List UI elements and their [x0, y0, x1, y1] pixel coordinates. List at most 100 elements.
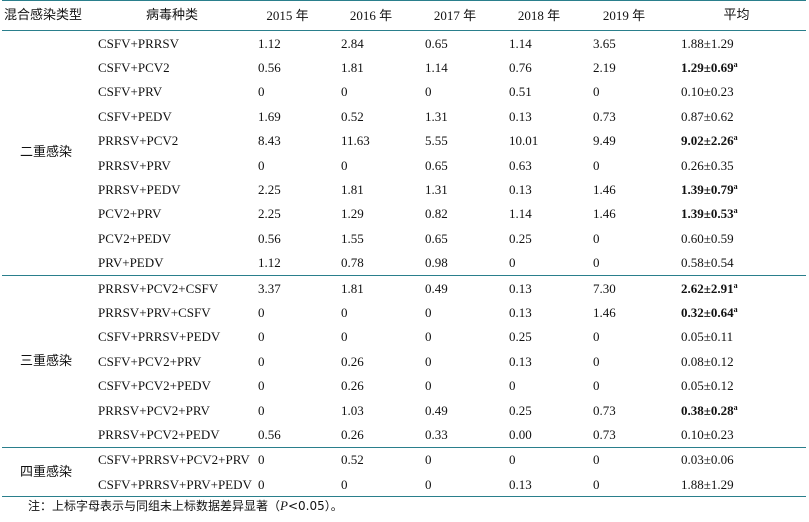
group-label: 二重感染 — [2, 30, 98, 276]
avg-value: 1.88±1.29 — [681, 476, 734, 492]
virus-cell: CSFV+PRRSV+PEDV — [98, 329, 221, 345]
avg-value: 1.39±0.53 — [681, 206, 734, 222]
value-cell-2017: 1.31 — [425, 182, 448, 198]
value-cell-2017: 0.65 — [425, 157, 448, 173]
value-cell-2016: 1.29 — [341, 206, 364, 222]
header-avg: 平均 — [667, 0, 806, 31]
header-virus: 病毒种类 — [98, 0, 246, 31]
value-cell-2018: 10.01 — [509, 133, 539, 149]
header-2018: 2018 年 — [497, 0, 581, 31]
value-cell-2016: 0.78 — [329, 250, 413, 276]
value-cell-2016: 0.52 — [341, 108, 364, 124]
value-cell-2018: 0 — [497, 250, 581, 276]
value-cell-2018: 0.25 — [509, 230, 532, 246]
virus-cell: CSFV+PCV2+PRV — [98, 353, 202, 369]
avg-value: 1.88±1.29 — [681, 35, 734, 51]
value-cell-2019: 3.65 — [593, 35, 616, 51]
table-row: PRRSV+PRV 0 0 0.65 0.63 0 0.26±0.35 — [2, 153, 806, 177]
header-2016: 2016 年 — [329, 0, 413, 31]
value-cell-2019: 0 — [593, 157, 600, 173]
avg-value: 0.10±0.23 — [681, 426, 734, 442]
value-cell-2018: 0.13 — [509, 353, 532, 369]
virus-cell: CSFV+PRRSV — [98, 35, 180, 51]
value-cell-2016: 1.03 — [341, 402, 364, 418]
value-cell-2015: 1.12 — [246, 250, 329, 276]
significance-mark: a — [733, 133, 738, 143]
value-cell-2019: 0 — [593, 378, 600, 394]
virus-cell: PRRSV+PRV+CSFV — [98, 304, 211, 320]
virus-cell: PRRSV+PEDV — [98, 182, 181, 198]
value-cell-2016: 0 — [341, 157, 348, 173]
significance-mark: a — [733, 182, 738, 192]
significance-mark: a — [733, 402, 738, 412]
value-cell-2015: 0 — [258, 402, 265, 418]
avg-cell: 0.05±0.12 — [667, 373, 806, 397]
value-cell-2019: 0 — [581, 472, 667, 498]
avg-cell: 0.87±0.62 — [667, 104, 806, 128]
value-cell-2018: 0.76 — [509, 60, 532, 76]
value-cell-2017: 0.49 — [425, 280, 448, 296]
table-row: CSFV+PEDV 1.69 0.52 1.31 0.13 0.73 0.87±0.62 — [2, 104, 806, 128]
avg-cell: 0.32±0.64a — [667, 300, 806, 324]
value-cell-2017: 0.82 — [425, 206, 448, 222]
value-cell-2016: 0.26 — [329, 422, 413, 448]
value-cell-2017: 0 — [425, 378, 432, 394]
significance-mark: a — [733, 60, 738, 70]
avg-value: 0.58±0.54 — [681, 255, 734, 271]
value-cell-2015: 1.12 — [258, 35, 281, 51]
value-cell-2016: 0 — [341, 84, 348, 100]
avg-cell: 0.03±0.06 — [667, 447, 806, 472]
avg-cell: 1.39±0.53a — [667, 202, 806, 226]
value-cell-2015: 0 — [246, 472, 329, 498]
value-cell-2015: 8.43 — [258, 133, 281, 149]
value-cell-2019: 2.19 — [593, 60, 616, 76]
value-cell-2018: 0.13 — [497, 472, 581, 498]
table-row: CSFV+PCV2+PRV 0 0.26 0 0.13 0 0.08±0.12 — [2, 349, 806, 373]
avg-value: 0.38±0.28 — [681, 402, 734, 418]
value-cell-2015: 0 — [258, 329, 265, 345]
table-row: CSFV+PRRSV+PEDV 0 0 0 0.25 0 0.05±0.11 — [2, 325, 806, 349]
value-cell-2015: 0 — [258, 378, 265, 394]
value-cell-2015: 0 — [258, 157, 265, 173]
avg-cell: 0.10±0.23 — [667, 80, 806, 104]
avg-cell: 2.62±2.91a — [667, 275, 806, 300]
value-cell-2017: 0 — [425, 84, 432, 100]
table-row: CSFV+PRRSV+PRV+PEDV 0 0 0 0.13 0 1.88±1.29 — [2, 472, 806, 498]
virus-cell: CSFV+PRRSV+PCV2+PRV — [98, 452, 250, 468]
value-cell-2017: 0.65 — [425, 35, 448, 51]
avg-value: 0.03±0.06 — [681, 452, 734, 468]
value-cell-2019: 1.46 — [593, 182, 616, 198]
table-row: PRRSV+PCV2+PRV 0 1.03 0.49 0.25 0.73 0.38±0.28… — [2, 398, 806, 422]
value-cell-2015: 0.56 — [258, 60, 281, 76]
value-cell-2015: 1.69 — [258, 108, 281, 124]
avg-cell: 1.88±1.29 — [667, 472, 806, 498]
virus-cell: CSFV+PRV — [98, 84, 163, 100]
value-cell-2019: 0.73 — [581, 422, 667, 448]
significance-mark: a — [733, 280, 738, 290]
value-cell-2018: 0.51 — [509, 84, 532, 100]
avg-value: 0.60±0.59 — [681, 230, 734, 246]
table-header: 混合感染类型 病毒种类 2015 年 2016 年 2017 年 2018 年 … — [2, 0, 806, 31]
table-row: PRRSV+PEDV 2.25 1.81 1.31 0.13 1.46 1.39±0.79a — [2, 177, 806, 201]
avg-value: 0.05±0.11 — [681, 329, 734, 345]
value-cell-2015: 0 — [258, 353, 265, 369]
value-cell-2018: 0.13 — [509, 182, 532, 198]
value-cell-2019: 0.73 — [593, 402, 616, 418]
avg-cell: 1.88±1.29 — [667, 31, 806, 56]
value-cell-2017: 0.65 — [425, 230, 448, 246]
table-row: PRRSV+PCV2 8.43 11.63 5.55 10.01 9.49 9.02±2.2… — [2, 129, 806, 153]
value-cell-2016: 0 — [341, 304, 348, 320]
table-row: 二重感染 CSFV+PRRSV 1.12 2.84 0.65 1.14 3.65 1.88±1… — [2, 30, 806, 276]
value-cell-2019: 0 — [593, 84, 600, 100]
table-row: PRV+PEDV 1.12 0.78 0.98 0 0 0.58±0.54 — [2, 250, 806, 276]
header-2019: 2019 年 — [581, 0, 667, 31]
value-cell-2019: 0 — [593, 452, 600, 468]
value-cell-2015: 2.25 — [258, 206, 281, 222]
virus-cell: PCV2+PRV — [98, 206, 162, 222]
header-type: 混合感染类型 — [2, 0, 98, 31]
avg-value: 0.32±0.64 — [681, 304, 734, 320]
value-cell-2019: 9.49 — [593, 133, 616, 149]
table-row: PRRSV+PRV+CSFV 0 0 0 0.13 1.46 0.32±0.64a — [2, 300, 806, 324]
virus-cell: PRRSV+PRV — [98, 157, 171, 173]
table-note: 注：上标字母表示与同组未上标数据差异显著（P<0.05）。 — [28, 497, 343, 514]
